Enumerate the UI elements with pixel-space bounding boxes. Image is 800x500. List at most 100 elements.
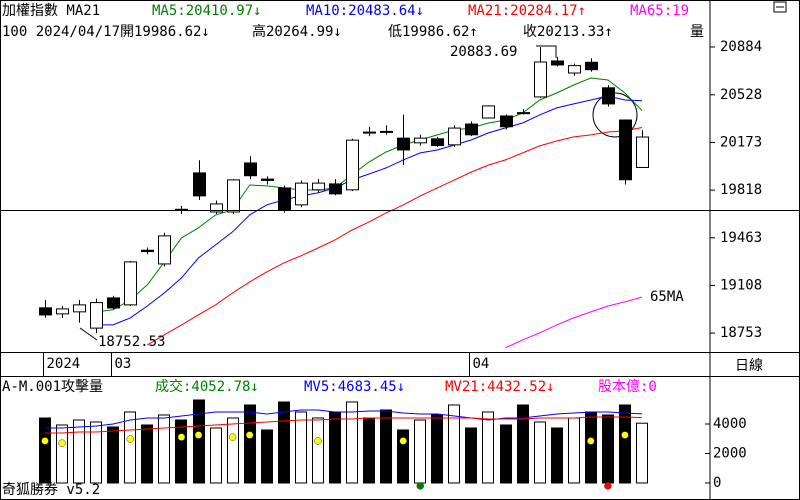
candle-body [585,61,598,71]
volume-bar [414,419,426,484]
candle-body [534,61,547,98]
candle-body [73,304,86,313]
candle-body [193,172,206,197]
y-tick-label: 20884 [720,39,762,55]
signal-dot [126,435,135,443]
volume-bar [431,414,443,484]
candle-body [278,187,291,211]
volume-bar [244,404,256,484]
footer: 奇狐勝券 v5.2 [2,481,100,498]
chart-title: 加權指數 MA21 [2,3,100,19]
candle-body [56,308,69,315]
volume-bar [312,417,324,484]
signal-dot [228,433,237,441]
candle-body [619,119,632,181]
legend-entry: MA5:20410.97↓ [152,3,262,19]
signal-dot [621,431,629,439]
volume-bar [363,417,375,484]
volume-bar [295,411,307,484]
signal-dot [245,431,254,439]
candle-body [90,302,103,329]
leader-line [536,45,557,58]
y-tick-label: 0 [713,475,721,491]
volume-bar [517,404,529,484]
candle-body [158,235,171,265]
volume-bar [397,429,409,484]
candle-body [380,130,393,133]
candle-body [636,136,649,168]
y-tick-label: 20173 [720,134,762,150]
volume-bar [602,414,614,484]
volume-bar [90,421,102,484]
annotation: 20883.69 [450,44,517,60]
volume-bar [193,399,205,484]
candle-body [414,137,427,144]
volume-bar [175,419,187,484]
volume-bar [346,401,358,484]
volume-bar [124,411,136,484]
legend-entry: MV21:4432.52↓ [445,379,555,395]
series-line [147,127,643,346]
legend-entry: MA65:19 [630,3,689,19]
candle-body [551,60,564,66]
y-tick-label: 19818 [720,182,762,198]
candle-body [602,87,615,105]
signal-dot [194,431,203,439]
signal-dot [416,482,425,490]
series-line [45,416,643,434]
y-tick-label: 18753 [720,325,762,341]
volume-bar [329,411,341,484]
candle-body [141,249,154,253]
signal-dot [399,437,407,445]
volume-bar [261,429,273,484]
volume-bar [482,411,494,484]
info-text: 收20213.33↑ [523,24,613,40]
volume-bar [448,404,460,484]
panel-label: 日線 [735,358,763,374]
volume-bar [107,426,119,484]
series-line [96,77,643,313]
volume-bar [568,417,580,484]
volume-pane [39,399,648,490]
candle-body [107,297,120,309]
volume-bar [73,419,85,484]
volume-bar [551,427,563,484]
candle-body [329,183,342,195]
volume-bar [465,427,477,484]
candle-body [227,179,240,213]
signal-dot [314,437,322,445]
volume-title: A-M.001攻擊量 [2,378,103,395]
signal-dot [587,437,595,445]
volume-bar [534,421,546,484]
y-tick-label: 19463 [720,230,762,246]
info-text: 開19986.62↓ [120,24,210,40]
volume-bar [278,401,290,484]
series-line [96,95,643,326]
info-text: 量 [690,24,704,40]
y-tick-label: 20528 [720,87,762,103]
candle-body [482,105,495,119]
info-text: 100 2024/04/17 [2,24,120,40]
x-tick-label: 2024 [47,356,81,372]
annotation: 65MA [650,289,684,305]
candle-body [517,112,530,115]
volume-bar [39,417,51,484]
candle-body [500,115,513,128]
signal-dot [41,437,49,445]
legend-entry: 成交:4052.78↓ [155,378,259,395]
candle-body [465,123,478,136]
series-line [505,296,643,349]
y-tick-label: 19108 [720,277,762,293]
annotation: 18752.53 [98,334,165,350]
series-line [45,409,643,429]
candle-body [244,162,257,177]
volume-bar [636,422,648,484]
axes: 日線 20884 20528 20173 19818 19463 19108 18753 20… [43,39,763,491]
x-tick-label: 03 [115,356,132,372]
volume-bar [141,424,153,484]
candle-body [363,131,376,134]
volume-bar [158,414,170,484]
